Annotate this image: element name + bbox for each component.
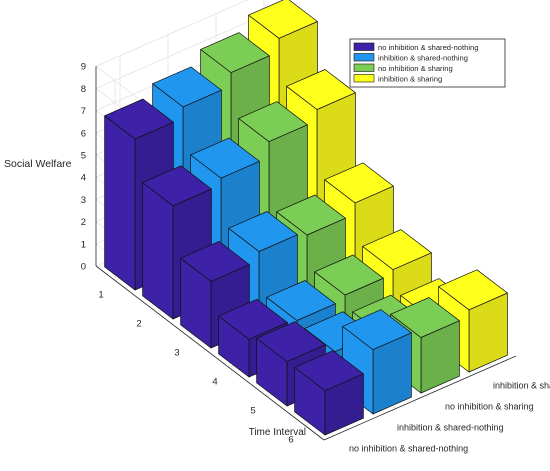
- legend: no inhibition & shared-nothing inhibition…: [349, 38, 506, 88]
- bar-top-face: [256, 321, 326, 362]
- bar-top-face: [180, 241, 250, 282]
- bar: [438, 269, 508, 373]
- bar-side-face: [142, 182, 174, 320]
- time-tick-label: 2: [136, 319, 141, 330]
- legend-box: [349, 38, 506, 88]
- time-tick-label: 6: [288, 435, 293, 446]
- legend-entry: no inhibition & shared-nothing: [378, 43, 478, 52]
- legend-swatch: [353, 53, 375, 62]
- legend-entry: inhibition & sharing: [378, 75, 442, 84]
- bar-top-face: [200, 32, 270, 73]
- bar-top-face: [390, 297, 460, 338]
- legend-entry: no inhibition & sharing: [378, 64, 453, 73]
- legend-swatch: [353, 63, 375, 72]
- strategy-tick-label: no inhibition & sharing: [445, 402, 534, 412]
- z-tick-label: 3: [81, 195, 86, 206]
- strategy-tick-label: no inhibition & shared-nothing: [349, 444, 468, 454]
- time-tick-label: 5: [250, 406, 255, 417]
- strategy-tick-label: inhibition & shared-nothing: [397, 423, 504, 433]
- bar-top-face: [238, 101, 308, 142]
- bar-top-face: [142, 165, 212, 207]
- time-tick-label: 1: [98, 290, 103, 301]
- grid-line-back-z: [95, 0, 249, 67]
- z-tick-label: 9: [81, 62, 86, 73]
- bar-top-face: [218, 298, 288, 340]
- bar: [294, 350, 364, 436]
- time-tick-label: 4: [212, 377, 217, 388]
- bar-top-face: [438, 269, 508, 311]
- bar-top-face: [152, 66, 222, 108]
- bar-top-face: [342, 309, 412, 350]
- z-tick-label: 1: [81, 239, 86, 250]
- bar-top-face: [294, 350, 364, 391]
- axis-layer: 0 1 2 3 4 5 6 7 8 9 1 2 3 4 5 6 no inhibition & shared-n…: [81, 62, 550, 454]
- z-tick-label: 6: [81, 128, 86, 139]
- z-tick-label: 2: [81, 217, 86, 228]
- bar-top-face: [286, 69, 356, 110]
- bar-top-face: [266, 280, 336, 321]
- bar-top-face: [190, 137, 260, 179]
- z-tick-label: 0: [81, 262, 86, 273]
- bar-top-face: [324, 162, 394, 204]
- bar-top-face: [314, 254, 384, 296]
- bar-top-face: [228, 211, 298, 252]
- legend-entry: inhibition & shared-nothing: [378, 54, 468, 63]
- z-tick-label: 8: [81, 84, 86, 95]
- legend-swatch: [353, 74, 375, 83]
- time-tick-label: 3: [174, 348, 179, 359]
- legend-swatch: [353, 42, 375, 51]
- bar-side-face: [104, 115, 136, 291]
- z-tick-label: 4: [81, 173, 86, 184]
- axis-line: [95, 265, 325, 441]
- z-tick-label: 5: [81, 151, 86, 162]
- bar-top-face: [362, 229, 432, 270]
- bar-top-face: [104, 98, 174, 140]
- axis-line: [323, 355, 517, 441]
- bar-layer: [104, 0, 508, 436]
- z-axis-label: Social Welfare: [4, 158, 72, 170]
- bar-top-face: [276, 194, 346, 236]
- z-tick-label: 7: [81, 106, 86, 117]
- y-axis-label: Time Interval: [249, 427, 306, 438]
- strategy-tick-label: inhibition & sharing: [493, 381, 550, 391]
- bar-top-face: [248, 0, 318, 39]
